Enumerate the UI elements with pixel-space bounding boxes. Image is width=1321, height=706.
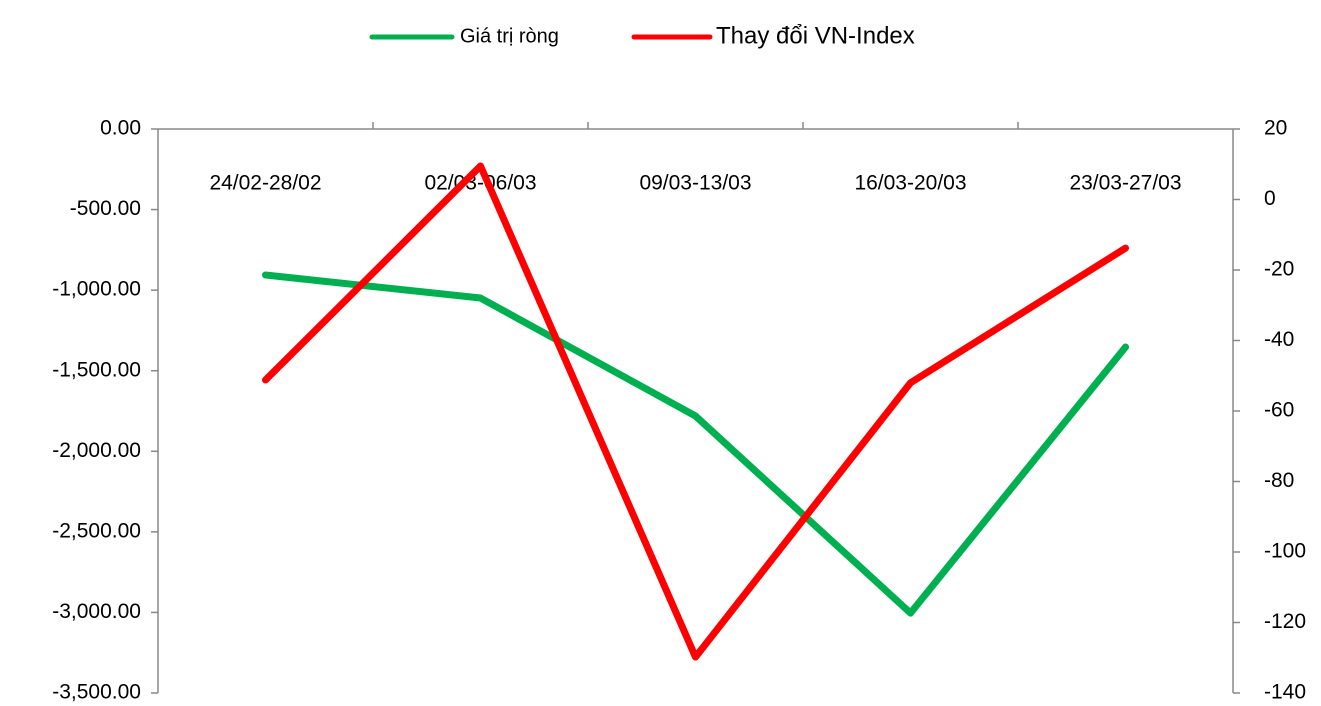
x-tick-label: 16/03-20/03 bbox=[854, 172, 966, 195]
y-tick-label: -3,500.00 bbox=[52, 681, 141, 704]
y2-tick-label: -20 bbox=[1264, 258, 1294, 281]
x-tick-label: 02/03-06/03 bbox=[424, 172, 536, 195]
series-line bbox=[262, 162, 1129, 661]
x-tick-label: 24/02-28/02 bbox=[209, 172, 321, 195]
y-tick-label: -3,000.00 bbox=[52, 600, 141, 623]
x-tick-label: 09/03-13/03 bbox=[639, 172, 751, 195]
y2-tick-label: 20 bbox=[1264, 117, 1287, 140]
y2-tick-label: -140 bbox=[1264, 681, 1306, 704]
y-tick-label: -1,000.00 bbox=[52, 278, 141, 301]
y-tick-label: -500.00 bbox=[70, 197, 141, 220]
y2-tick-label: -60 bbox=[1264, 399, 1294, 422]
y2-tick-label: -40 bbox=[1264, 328, 1294, 351]
y2-tick-label: -120 bbox=[1264, 610, 1306, 633]
y2-tick-label: -80 bbox=[1264, 469, 1294, 492]
y2-tick-label: -100 bbox=[1264, 540, 1306, 563]
y-tick-label: 0.00 bbox=[100, 117, 141, 140]
legend-label: Giá trị ròng bbox=[460, 25, 559, 47]
x-tick-label: 23/03-27/03 bbox=[1069, 172, 1181, 195]
legend-label: Thay đổi VN-Index bbox=[716, 22, 915, 49]
y-tick-label: -1,500.00 bbox=[52, 358, 141, 381]
y2-tick-label: 0 bbox=[1264, 187, 1276, 210]
series-line bbox=[262, 271, 1129, 617]
y-tick-label: -2,500.00 bbox=[52, 519, 141, 542]
y-tick-label: -2,000.00 bbox=[52, 439, 141, 462]
